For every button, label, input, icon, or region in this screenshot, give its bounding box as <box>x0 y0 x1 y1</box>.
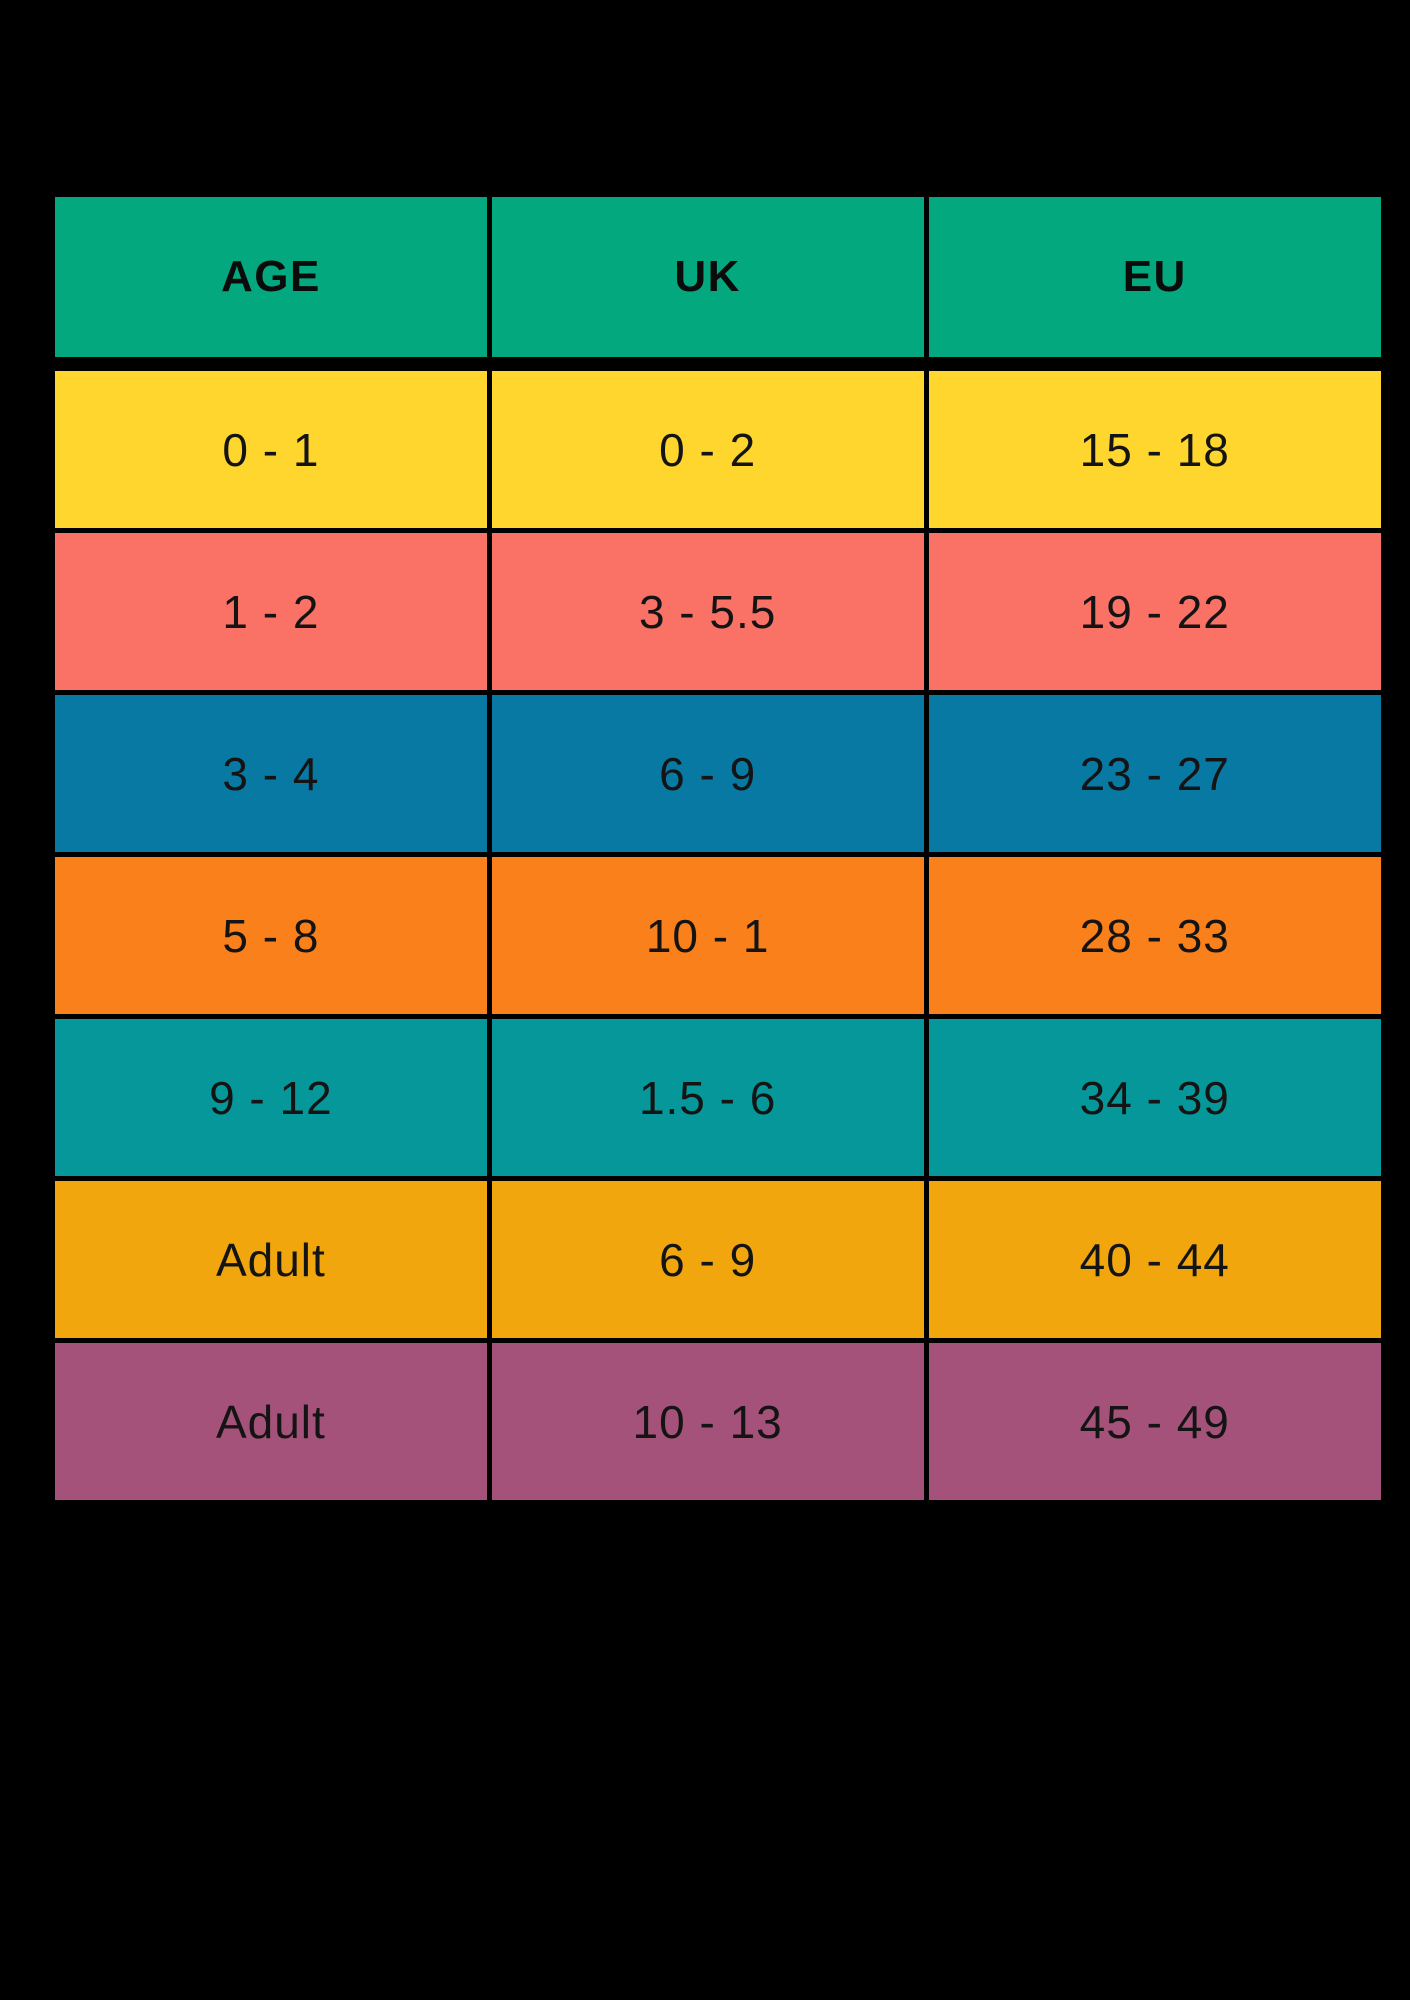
cell-uk: 3 - 5.5 <box>491 533 924 690</box>
table-header-row: AGE UK EU <box>55 197 1382 357</box>
cell-eu: 40 - 44 <box>928 1181 1382 1338</box>
cell-uk: 6 - 9 <box>491 695 924 852</box>
table-row: 9 - 12 1.5 - 6 34 - 39 <box>55 1019 1382 1176</box>
cell-age: 1 - 2 <box>55 533 487 690</box>
size-chart-table: AGE UK EU 0 - 1 0 - 2 15 - 18 1 - 2 3 - … <box>55 197 1382 1500</box>
cell-age: Adult <box>55 1181 487 1338</box>
cell-uk: 10 - 1 <box>491 857 924 1014</box>
cell-eu: 45 - 49 <box>928 1343 1382 1500</box>
cell-uk: 6 - 9 <box>491 1181 924 1338</box>
cell-eu: 34 - 39 <box>928 1019 1382 1176</box>
cell-eu: 19 - 22 <box>928 533 1382 690</box>
table-row: 5 - 8 10 - 1 28 - 33 <box>55 857 1382 1014</box>
header-cell-eu: EU <box>928 197 1382 357</box>
table-row: 0 - 1 0 - 2 15 - 18 <box>55 371 1382 528</box>
table-row: Adult 10 - 13 45 - 49 <box>55 1343 1382 1500</box>
table-row: Adult 6 - 9 40 - 44 <box>55 1181 1382 1338</box>
header-cell-uk: UK <box>491 197 924 357</box>
cell-uk: 0 - 2 <box>491 371 924 528</box>
cell-eu: 15 - 18 <box>928 371 1382 528</box>
cell-uk: 10 - 13 <box>491 1343 924 1500</box>
cell-age: 3 - 4 <box>55 695 487 852</box>
cell-eu: 28 - 33 <box>928 857 1382 1014</box>
cell-age: Adult <box>55 1343 487 1500</box>
cell-eu: 23 - 27 <box>928 695 1382 852</box>
cell-age: 5 - 8 <box>55 857 487 1014</box>
table-row: 3 - 4 6 - 9 23 - 27 <box>55 695 1382 852</box>
cell-age: 0 - 1 <box>55 371 487 528</box>
cell-age: 9 - 12 <box>55 1019 487 1176</box>
header-cell-age: AGE <box>55 197 487 357</box>
table-row: 1 - 2 3 - 5.5 19 - 22 <box>55 533 1382 690</box>
cell-uk: 1.5 - 6 <box>491 1019 924 1176</box>
